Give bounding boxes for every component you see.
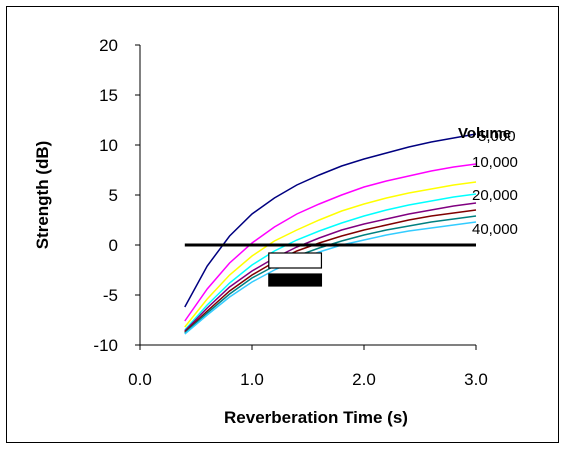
x-tick-label: 3.0 (464, 370, 488, 389)
x-tick-label: 2.0 (352, 370, 376, 389)
series-line (184, 221, 477, 335)
x-ticks: 0.0 1.0 2.0 3.0 (128, 345, 488, 389)
y-tick-label: 5 (109, 186, 118, 205)
series-group (184, 133, 477, 335)
legend-title: Volume (458, 125, 511, 142)
series-line (184, 202, 477, 332)
series-line (184, 181, 477, 328)
series-label: 40,000 (472, 221, 518, 238)
y-tick-label: 20 (99, 36, 118, 55)
chart-frame (6, 6, 559, 443)
x-tick-label: 0.0 (128, 370, 152, 389)
y-ticks: 20 15 10 5 0 -5 -10 (93, 36, 140, 355)
series-line (184, 163, 477, 322)
y-tick-label: 10 (99, 136, 118, 155)
y-tick-label: -5 (103, 286, 118, 305)
series-label: 10,000 (472, 154, 518, 171)
x-tick-label: 1.0 (240, 370, 264, 389)
y-tick-label: -10 (93, 336, 118, 355)
plot-area: 20 15 10 5 0 -5 -10 0.0 1.0 2.0 3.0 (93, 36, 487, 389)
filled-range-box (268, 273, 323, 287)
series-label: 5,000 (478, 128, 516, 145)
series-line (184, 209, 477, 333)
open-range-box (268, 252, 323, 269)
series-labels: 5,000 10,000 20,000 40,000 (472, 128, 518, 238)
range-boxes (268, 252, 323, 287)
series-line (184, 193, 477, 331)
series-line (184, 133, 477, 308)
y-tick-label: 0 (109, 236, 118, 255)
y-axis-title: Strength (dB) (33, 141, 52, 250)
series-label: 20,000 (472, 187, 518, 204)
y-tick-label: 15 (99, 86, 118, 105)
x-axis-title: Reverberation Time (s) (224, 408, 408, 427)
